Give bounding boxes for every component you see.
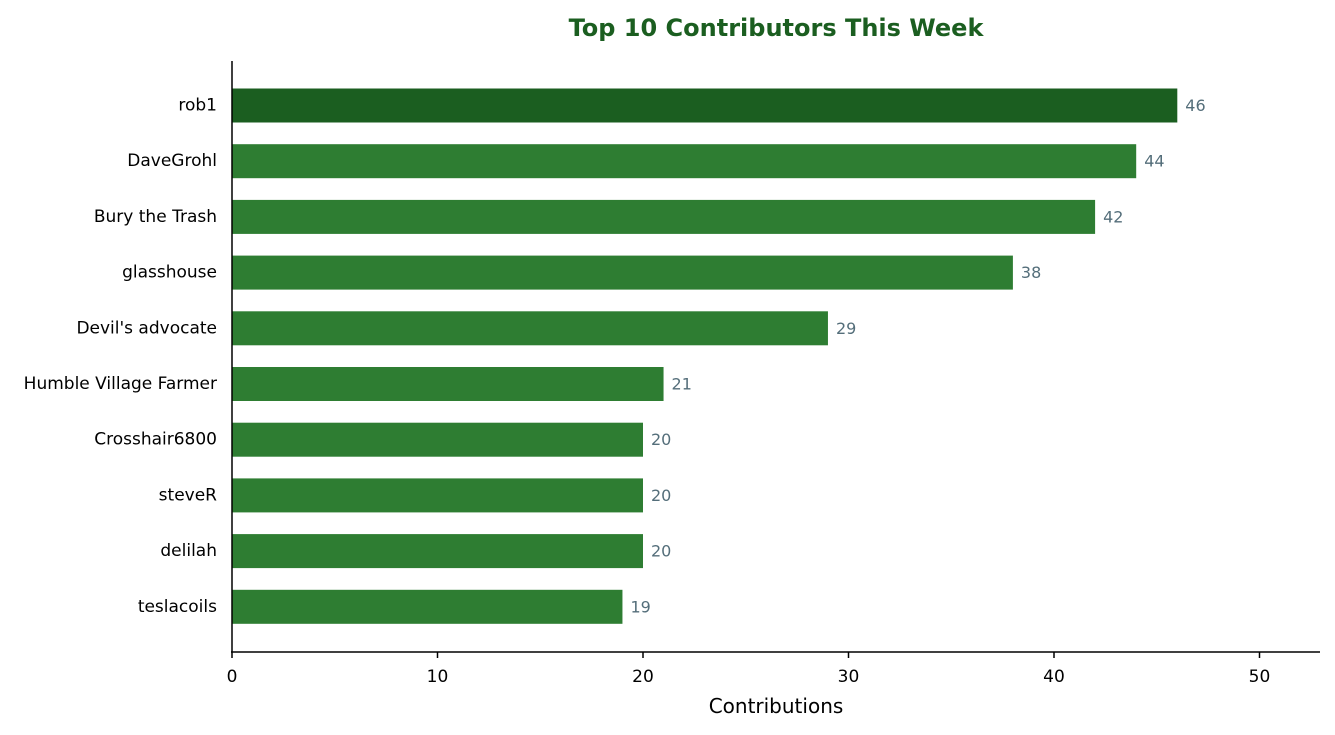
bars-group bbox=[232, 88, 1178, 624]
bar bbox=[232, 311, 828, 346]
bar bbox=[232, 478, 643, 513]
bar bbox=[232, 255, 1013, 290]
bar bbox=[232, 422, 643, 457]
category-label: Humble Village Farmer bbox=[24, 374, 217, 394]
x-tick-label: 10 bbox=[427, 667, 449, 687]
category-label: DaveGrohl bbox=[127, 151, 217, 171]
bar bbox=[232, 88, 1178, 123]
x-tick-label: 20 bbox=[632, 667, 654, 687]
category-label: glasshouse bbox=[122, 263, 217, 283]
category-labels: rob1 DaveGrohl Bury the Trash glasshouse Dev… bbox=[24, 96, 218, 617]
data-label: 19 bbox=[630, 597, 650, 616]
data-label: 20 bbox=[651, 430, 671, 449]
data-labels: 46 44 42 38 29 21 20 20 20 19 bbox=[630, 96, 1205, 616]
bar bbox=[232, 199, 1096, 234]
bar bbox=[232, 534, 643, 569]
x-tick-label: 0 bbox=[227, 667, 238, 687]
x-tick-label: 40 bbox=[1043, 667, 1065, 687]
data-label: 29 bbox=[836, 319, 856, 338]
data-label: 20 bbox=[651, 486, 671, 505]
category-label: rob1 bbox=[178, 96, 217, 116]
x-tick-label: 50 bbox=[1249, 667, 1271, 687]
data-label: 46 bbox=[1185, 96, 1205, 115]
chart-title: Top 10 Contributors This Week bbox=[569, 14, 985, 42]
bar bbox=[232, 367, 664, 401]
category-label: teslacoils bbox=[138, 597, 217, 617]
category-label: delilah bbox=[160, 541, 217, 561]
bar bbox=[232, 144, 1137, 179]
data-label: 42 bbox=[1103, 207, 1123, 226]
bar bbox=[232, 589, 623, 624]
x-tick-label: 30 bbox=[838, 667, 860, 687]
data-label: 44 bbox=[1144, 152, 1164, 171]
category-label: Bury the Trash bbox=[94, 207, 217, 227]
data-label: 21 bbox=[672, 375, 692, 394]
category-label: steveR bbox=[159, 485, 218, 505]
category-label: Crosshair6800 bbox=[94, 430, 217, 450]
x-axis-title: Contributions bbox=[709, 694, 844, 718]
category-label: Devil's advocate bbox=[76, 318, 217, 338]
data-label: 38 bbox=[1021, 263, 1041, 282]
x-axis-ticks: 0 10 20 30 40 50 bbox=[227, 652, 1271, 687]
data-label: 20 bbox=[651, 542, 671, 561]
